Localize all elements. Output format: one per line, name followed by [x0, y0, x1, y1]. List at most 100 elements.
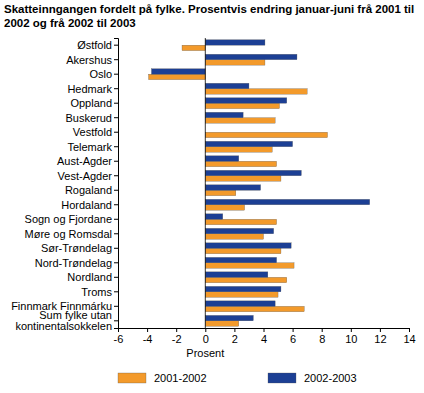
- y-tick-label-line: Buskerud: [66, 112, 112, 124]
- x-tick-label: 6: [290, 333, 296, 345]
- y-tick-mark: [114, 74, 118, 75]
- bar: [205, 286, 281, 291]
- y-tick-label-line: Telemark: [67, 141, 112, 153]
- x-axis: -6-4-202468101214: [114, 328, 416, 345]
- legend-item: 2002-2003: [268, 372, 357, 384]
- y-tick-label: Hordaland: [61, 199, 112, 211]
- x-axis-title: Prosent: [186, 347, 224, 359]
- y-tick: Oslo: [89, 68, 118, 80]
- bar: [205, 306, 304, 311]
- x-axis-line: [119, 329, 410, 333]
- y-tick-label-line: Sør-Trøndelag: [41, 242, 112, 254]
- x-tick-label: 2: [232, 333, 238, 345]
- bar: [205, 147, 272, 152]
- y-tick-label-line: Oslo: [89, 68, 112, 80]
- y-tick-label-line: Oppland: [70, 97, 112, 109]
- bar: [205, 257, 276, 262]
- y-tick-label: Aust-Agder: [57, 155, 112, 167]
- bar: [205, 243, 291, 248]
- x-tick-label: 8: [319, 333, 325, 345]
- x-tick-label: 4: [261, 333, 267, 345]
- y-tick-mark: [114, 291, 118, 292]
- y-tick-mark: [114, 59, 118, 60]
- x-tick: 14: [403, 328, 415, 345]
- zero-line: [205, 38, 206, 328]
- bar: [205, 205, 244, 210]
- x-tick: 0: [203, 328, 209, 345]
- y-axis-line: [114, 39, 119, 329]
- x-tick-label: 0: [203, 333, 209, 345]
- y-tick-label-line: Rogaland: [65, 184, 112, 196]
- bar: [205, 156, 238, 161]
- bar: [205, 170, 301, 175]
- y-tick-label: Nord-Trøndelag: [35, 257, 112, 269]
- x-tick-mark: [264, 328, 265, 332]
- y-tick: Nordland: [67, 271, 118, 283]
- y-tick: Rogaland: [65, 184, 118, 196]
- bar: [205, 199, 369, 204]
- legend-item: 2001-2002: [118, 372, 207, 384]
- y-tick-label: Nordland: [67, 271, 112, 283]
- bars: [149, 40, 370, 327]
- x-tick: 12: [374, 328, 386, 345]
- y-tick-mark: [114, 320, 118, 321]
- y-tick-label-line: Nordland: [67, 271, 112, 283]
- y-tick-mark: [114, 88, 118, 89]
- y-tick-label-line: Vestfold: [73, 126, 112, 138]
- y-tick-mark: [114, 262, 118, 263]
- y-tick-label-line: Hedmark: [67, 83, 112, 95]
- x-tick-mark: [351, 328, 352, 332]
- bar: [205, 176, 281, 181]
- bar: [205, 321, 238, 326]
- y-tick-label: Sør-Trøndelag: [41, 242, 112, 254]
- y-tick-mark: [114, 161, 118, 162]
- bar: [205, 103, 279, 108]
- y-tick: Troms: [81, 286, 118, 298]
- legend-label: 2001-2002: [154, 372, 207, 384]
- bar: [205, 89, 307, 94]
- y-tick-label: Sum fylke utankontinentalsokkelen: [15, 309, 112, 332]
- y-tick-label: Akershus: [66, 54, 112, 66]
- x-tick-mark: [147, 328, 148, 332]
- y-tick-label: Telemark: [67, 141, 112, 153]
- bar: [205, 60, 265, 65]
- chart: Skatteinngangen fordelt på fylke. Prosen…: [0, 0, 424, 393]
- x-tick: -4: [143, 328, 153, 345]
- x-tick-mark: [322, 328, 323, 332]
- x-tick-label: -4: [143, 333, 153, 345]
- y-tick-label: Hedmark: [67, 83, 112, 95]
- y-tick-label-line: Troms: [81, 286, 112, 298]
- y-tick-mark: [114, 190, 118, 191]
- bar: [205, 301, 275, 306]
- bar: [205, 185, 260, 190]
- x-tick: -6: [114, 328, 124, 345]
- y-tick: Sør-Trøndelag: [41, 242, 118, 254]
- y-tick-label-line: kontinentalsokkelen: [15, 320, 112, 332]
- y-tick: Akershus: [66, 54, 118, 66]
- legend: 2001-2002 2002-2003: [118, 372, 357, 384]
- y-tick-label-line: Østfold: [77, 39, 112, 51]
- bar: [205, 228, 273, 233]
- bar: [205, 112, 243, 117]
- y-tick-mark: [114, 117, 118, 118]
- y-tick-mark: [114, 146, 118, 147]
- y-tick: Vest-Agder: [58, 170, 118, 182]
- title: Skatteinngangen fordelt på fylke. Prosen…: [4, 3, 414, 29]
- bar: [205, 118, 275, 123]
- bar: [205, 40, 265, 45]
- y-tick: Oppland: [70, 97, 118, 109]
- y-tick-label: Sogn og Fjordane: [25, 213, 112, 225]
- y-tick-mark: [114, 219, 118, 220]
- bar: [205, 141, 292, 146]
- y-tick: Sum fylke utankontinentalsokkelen: [15, 309, 118, 332]
- bar: [205, 132, 327, 137]
- bar: [205, 190, 236, 195]
- legend-label: 2002-2003: [304, 372, 357, 384]
- y-tick-label: Møre og Romsdal: [25, 228, 112, 240]
- bar: [151, 69, 205, 74]
- y-tick-label: Vest-Agder: [58, 170, 113, 182]
- y-tick: Møre og Romsdal: [25, 228, 118, 240]
- x-tick-mark: [380, 328, 381, 332]
- y-tick-label-line: Hordaland: [61, 199, 112, 211]
- y-tick: Aust-Agder: [57, 155, 118, 167]
